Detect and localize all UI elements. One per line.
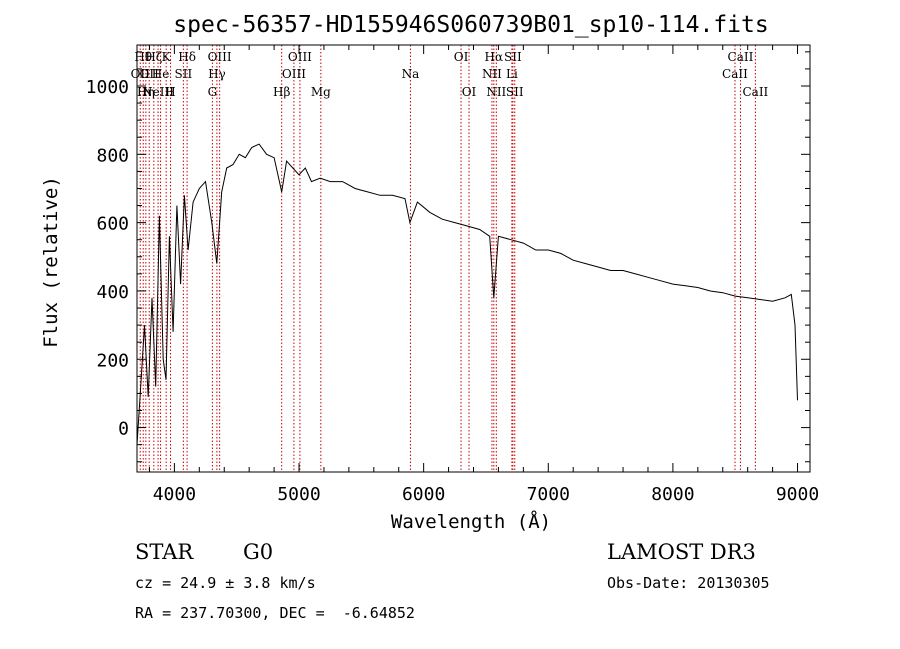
y-tick-label: 400 [96, 282, 129, 303]
coordinates: RA = 237.70300, DEC = -6.64852 [135, 604, 415, 622]
x-tick-label: 9000 [776, 484, 819, 505]
y-tick-label: 0 [118, 419, 129, 440]
line-marker-labels: OIIHθHηOIIHζNeIIIHeKHSIIHδGHγOIIIHβOIIIO… [131, 50, 769, 99]
plot-frame [136, 44, 811, 473]
line-marker-label: H [165, 85, 175, 99]
x-axis-ticks: 4000 5000 6000 7000 8000 9000 [148, 45, 819, 505]
line-marker-label: Hγ [208, 67, 226, 81]
line-marker-label: NII [486, 85, 506, 99]
observation-date: Obs-Date: 20130305 [607, 574, 770, 592]
line-marker-label: OI [462, 85, 477, 99]
line-marker-label: OI [454, 50, 469, 64]
line-marker-label: Hδ [178, 50, 196, 64]
object-class: STAR [135, 540, 194, 564]
line-marker-label: CaII [728, 50, 754, 64]
y-tick-label: 600 [96, 214, 129, 235]
line-marker-label: NII [482, 67, 502, 81]
x-tick-label: 5000 [277, 484, 320, 505]
y-tick-label: 1000 [86, 77, 129, 98]
line-marker-label: SII [506, 85, 524, 99]
line-marker-label: OIII [288, 50, 312, 64]
line-marker-label: OIII [208, 50, 232, 64]
chart-title: spec-56357-HD155946S060739B01_sp10-114.f… [173, 12, 768, 38]
line-marker-label: Hζ [145, 50, 162, 64]
line-marker-label: K [162, 50, 172, 64]
line-marker-label: G [208, 85, 218, 99]
line-marker-label: SII [175, 67, 193, 81]
line-marker-label: Mg [311, 85, 331, 99]
line-marker-label: OII [140, 67, 160, 81]
line-marker-label: Hβ [273, 85, 290, 99]
x-tick-label: 7000 [527, 484, 570, 505]
line-marker-label: Hθ [134, 50, 152, 64]
line-marker-label: SII [504, 50, 522, 64]
x-tick-label: 6000 [402, 484, 445, 505]
y-tick-label: 800 [96, 145, 129, 166]
survey-name: LAMOST DR3 [607, 540, 756, 564]
x-axis-label: Wavelength (Å) [391, 510, 551, 533]
line-marker-label: Na [402, 67, 420, 81]
redshift-value: cz = 24.9 ± 3.8 km/s [135, 574, 316, 592]
line-marker-label: CaII [722, 67, 748, 81]
x-tick-label: 4000 [153, 484, 196, 505]
y-tick-label: 200 [96, 350, 129, 371]
y-axis-label: Flux (relative) [40, 176, 62, 348]
spectral-subclass: G0 [243, 540, 274, 564]
line-marker-label: Hα [485, 50, 504, 64]
y-axis-ticks: 0 200 400 600 800 1000 [86, 51, 810, 463]
line-marker-label: NeIII [142, 85, 174, 99]
line-marker-label: CaII [742, 85, 768, 99]
spectrum-line [136, 143, 798, 445]
line-markers [139, 45, 756, 472]
line-marker-label: OIII [282, 67, 306, 81]
x-tick-label: 8000 [651, 484, 694, 505]
line-marker-label: He [152, 67, 170, 81]
line-marker-label: OII [131, 67, 151, 81]
line-marker-label: Hη [137, 85, 155, 99]
line-marker-label: Li [506, 67, 518, 81]
